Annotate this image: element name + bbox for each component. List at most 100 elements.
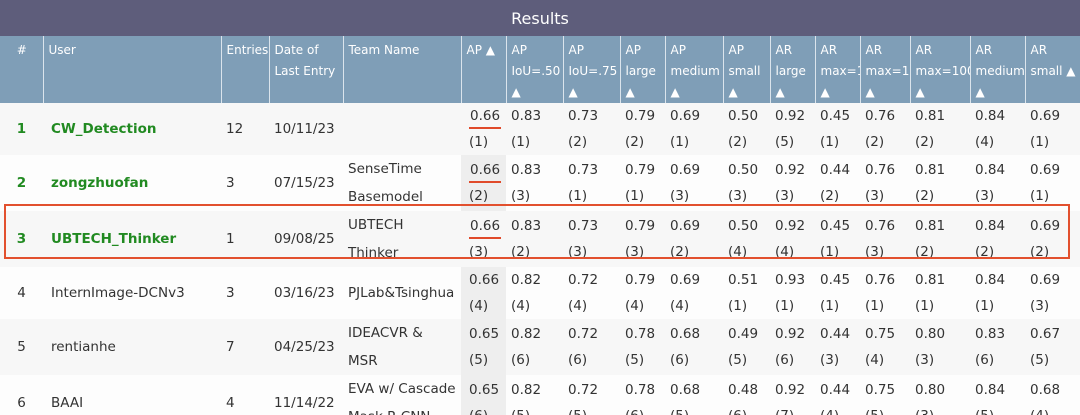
entries-cell-text: 7 [226,339,235,355]
metric-rank: (2) [511,244,531,260]
metric-value: 0.73 [568,108,599,124]
metric-rank: (2) [670,244,690,260]
metric-value: 0.45 [820,108,851,124]
metric-cell: 0.78 (6) [620,375,665,415]
header-rank[interactable]: # [0,36,44,103]
metric-cell: 0.48 (6) [723,375,770,415]
metric-rank: (6) [469,403,501,415]
header-metric-6[interactable]: AR large ▲ [770,36,816,103]
metric-value: 0.68 [1030,382,1061,398]
metric-value: 0.66 [469,272,500,288]
metric-value: 0.69 [1030,108,1061,124]
header-team-name[interactable]: Team Name [343,36,462,103]
metric-cell: 0.45 (1) [815,267,860,319]
user-cell: UBTECH_Thinker [43,211,221,267]
metric-cell: 0.73 (2) [563,103,620,155]
metric-cell: 0.92 (3) [770,155,815,211]
header-metric-label: AR [915,43,933,57]
metric-cell: 0.83 (1) [506,103,563,155]
metric-rank: (2) [915,244,935,260]
metric-value: 0.48 [728,382,759,398]
metric-rank: (5) [1030,352,1050,368]
metric-rank: (1) [728,298,748,314]
metric-rank: (4) [1030,403,1075,415]
metric-rank: (3) [1030,298,1050,314]
metric-value: 0.51 [728,272,759,288]
header-metric-9[interactable]: AR max=100 ▲ [910,36,971,103]
metric-cell: 0.76 (2) [860,103,910,155]
header-metric-0[interactable]: AP ▲ [461,36,507,103]
metric-cell: 0.44 (2) [815,155,860,211]
entries-cell: 7 [221,319,269,375]
header-metric-label: AR [820,43,838,57]
metric-cell: 0.84 (1) [970,267,1025,319]
metric-cell: 0.92 (6) [770,319,815,375]
header-metric-7[interactable]: AR max=1 ▲ [815,36,861,103]
metric-rank: (7) [775,403,810,415]
metric-rank: (2) [865,134,885,150]
user-cell-text: InternImage-DCNv3 [51,285,185,301]
header-metric-11[interactable]: AR small ▲ [1025,36,1080,103]
header-date[interactable]: Date of Last Entry [269,36,344,103]
header-metric-8[interactable]: AR max=10 ▲ [860,36,911,103]
header-metric-label: AP [625,43,641,57]
metric-value: 0.84 [975,218,1006,234]
underlined-ap-value: 0.66 [469,215,502,239]
metric-value: 0.66 [469,157,502,183]
table-row: 4 InternImage-DCNv3 3 03/16/23 PJLab&Tsinghu… [0,267,1080,319]
metric-rank: (3) [568,244,588,260]
metric-cell: 0.83 (2) [506,211,563,267]
rank-cell: 4 [0,267,43,319]
metric-cell: 0.76 (3) [860,155,910,211]
metric-rank: (5) [728,352,748,368]
user-cell: rentianhe [43,319,221,375]
table-row: 5 rentianhe 7 04/25/23 IDEACVR & MSR 0.65 (5) 0.… [0,319,1080,375]
metric-rank: (5) [469,352,489,368]
metric-value: 0.69 [670,162,701,178]
header-metric-1[interactable]: AP IoU=.50 ▲ [506,36,564,103]
header-metric-3[interactable]: AP large ▲ [620,36,666,103]
team-cell: PJLab&Tsinghua [343,267,461,319]
metric-cell: 0.65 (5) [461,319,506,375]
header-metric-sublabel: small ▲ [728,64,761,99]
header-metric-4[interactable]: AP medium ▲ [665,36,724,103]
header-metric-10[interactable]: AR medium ▲ [970,36,1026,103]
metric-rank: (2) [915,188,935,204]
team-cell [343,103,461,155]
header-metric-2[interactable]: AP IoU=.75 ▲ [563,36,621,103]
metric-cell: 0.92 (5) [770,103,815,155]
metric-cell: 0.92 (4) [770,211,815,267]
header-metric-label: AR [975,43,993,57]
date-cell-text: 03/16/23 [274,285,335,301]
metric-rank: (1) [1030,188,1050,204]
metric-value: 0.69 [670,272,701,288]
metric-rank: (3) [728,188,748,204]
header-metric-5[interactable]: AP small ▲ [723,36,771,103]
metric-rank: (5) [568,403,615,415]
header-metric-sublabel: max=100 ▲ [915,64,970,99]
team-name-line: IDEACVR & [348,325,423,341]
metric-cell: 0.78 (5) [620,319,665,375]
header-entries[interactable]: Entries [221,36,270,103]
results-title: Results [0,0,1080,36]
metric-rank: (2) [469,188,489,204]
metric-value: 0.82 [511,272,542,288]
header-metric-label: AP [568,43,584,57]
metric-rank: (3) [775,188,795,204]
metric-value: 0.44 [820,162,851,178]
metric-cell: 0.82 (4) [506,267,563,319]
metric-cell: 0.69 (1) [1025,155,1080,211]
metric-value: 0.83 [975,326,1006,342]
header-user[interactable]: User [43,36,222,103]
metric-cell: 0.81 (2) [910,155,970,211]
user-cell-text: BAAI [51,395,84,411]
metric-cell: 0.69 (3) [1025,267,1080,319]
metric-value: 0.65 [469,382,500,398]
metric-cell: 0.68 (4) [1025,375,1080,415]
team-cell: UBTECH Thinker [343,211,461,267]
table-row: 1 CW_Detection 12 10/11/23 0.66 (1) 0.83 (1) 0.7… [0,103,1080,155]
metric-value: 0.68 [670,382,701,398]
header-metric-sublabel: large ▲ [775,64,806,99]
header-metric-label: AP ▲ [466,43,496,57]
metric-cell: 0.81 (2) [910,103,970,155]
